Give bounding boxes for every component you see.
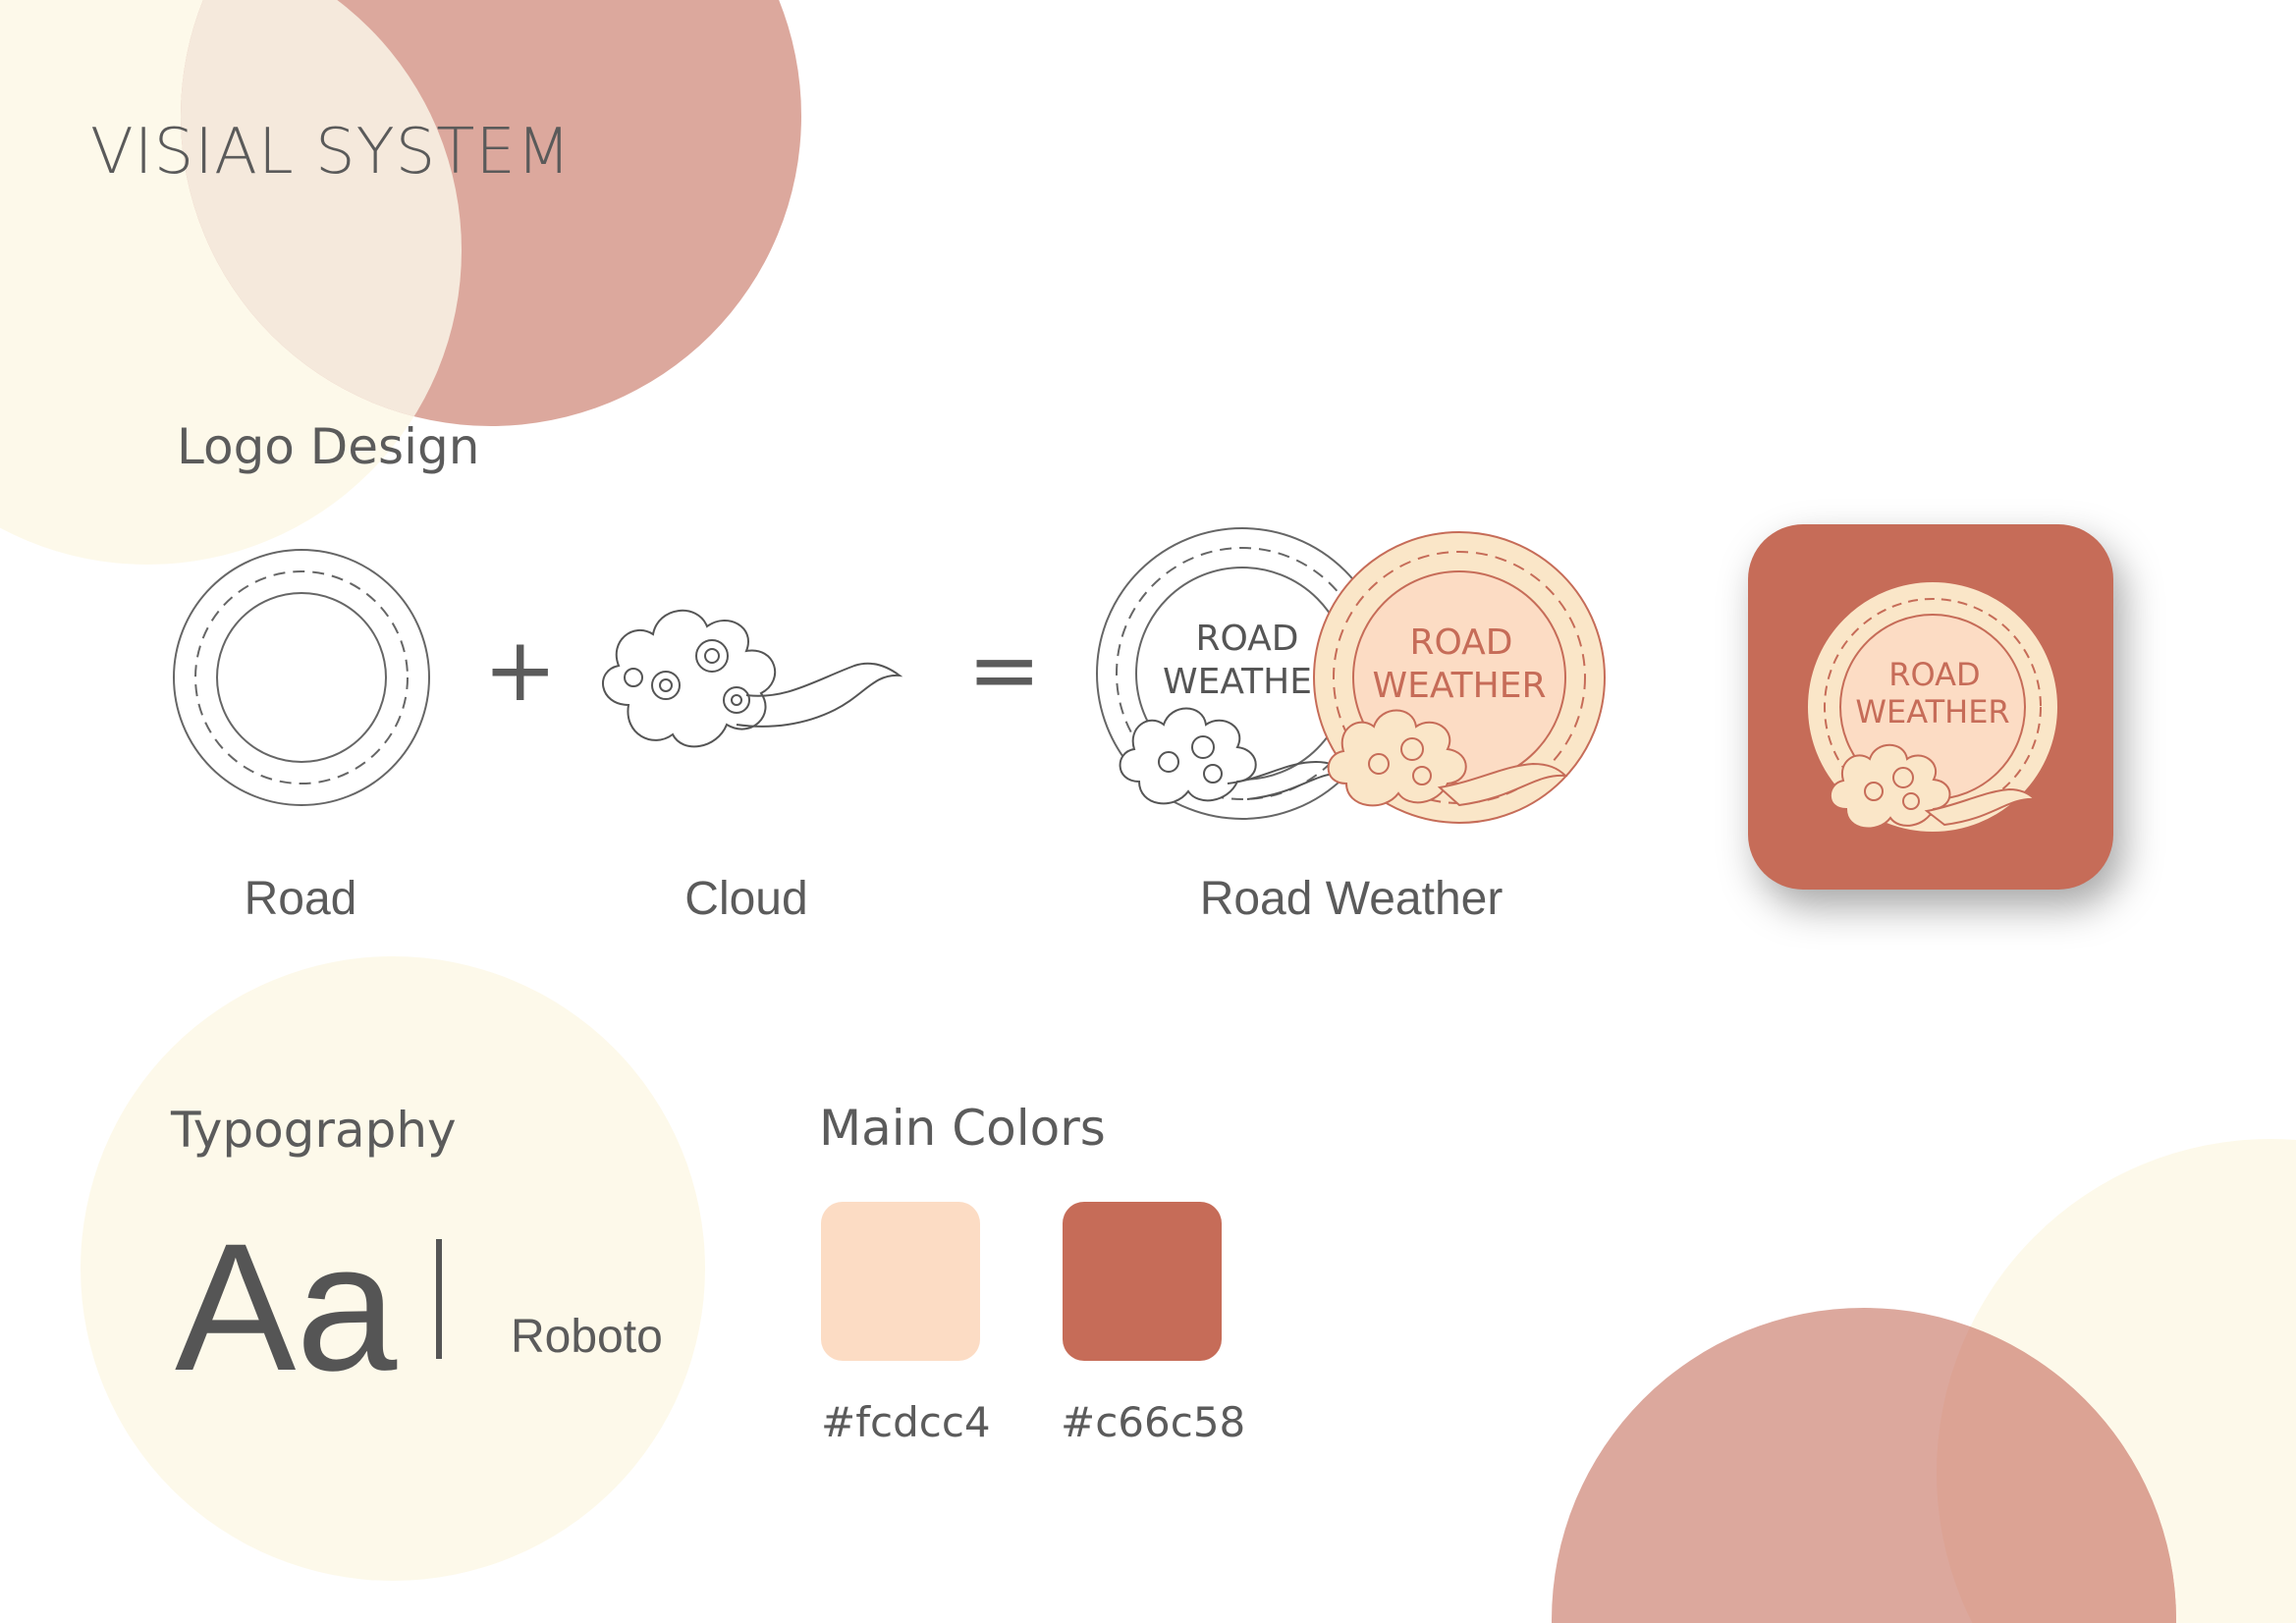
color-hex-terracotta: #c66c58: [1061, 1398, 1246, 1446]
page-title: VISIAL SYSTEM: [90, 116, 573, 189]
color-hex-peach: #fcdcc4: [821, 1398, 991, 1446]
app-icon-text-road: ROAD: [1888, 656, 1980, 693]
bg-circle-cream-bottomleft: [81, 956, 705, 1581]
typography-font-name: Roboto: [511, 1311, 663, 1363]
sketch-logo-text-weather: WEATHE: [1163, 662, 1312, 702]
bg-circle-overlap-topleft: [181, 0, 462, 426]
app-icon-text-weather: WEATHER: [1855, 693, 2009, 730]
cloud-caption: Cloud: [684, 873, 808, 925]
color-logo-text-weather: WEATHER: [1373, 666, 1547, 706]
road-caption: Road: [244, 873, 357, 925]
sketch-logo-text-road: ROAD: [1195, 619, 1298, 659]
bg-circle-overlap-bottomright: [1937, 1308, 2176, 1623]
typography-divider: [436, 1239, 442, 1359]
plus-symbol: +: [483, 619, 558, 722]
equals-symbol: =: [967, 619, 1042, 722]
app-icon-logo: ROAD WEATHER: [1806, 580, 2059, 834]
main-colors-heading: Main Colors: [819, 1100, 1106, 1157]
cloud-icon: [602, 609, 903, 748]
road-ring-icon: [173, 549, 430, 806]
color-swatch-peach: [821, 1202, 980, 1361]
road-weather-caption: Road Weather: [1199, 873, 1503, 925]
road-weather-color-logo-icon: ROAD WEATHER: [1313, 531, 1606, 824]
road-weather-sketch-logo-icon: ROAD WEATHE: [1096, 527, 1385, 820]
app-icon: ROAD WEATHER: [1748, 524, 2113, 890]
color-swatch-terracotta: [1063, 1202, 1222, 1361]
typography-heading: Typography: [171, 1102, 457, 1159]
color-logo-text-road: ROAD: [1409, 622, 1512, 663]
typography-sample: Aa: [175, 1207, 398, 1409]
logo-design-heading: Logo Design: [177, 418, 480, 475]
